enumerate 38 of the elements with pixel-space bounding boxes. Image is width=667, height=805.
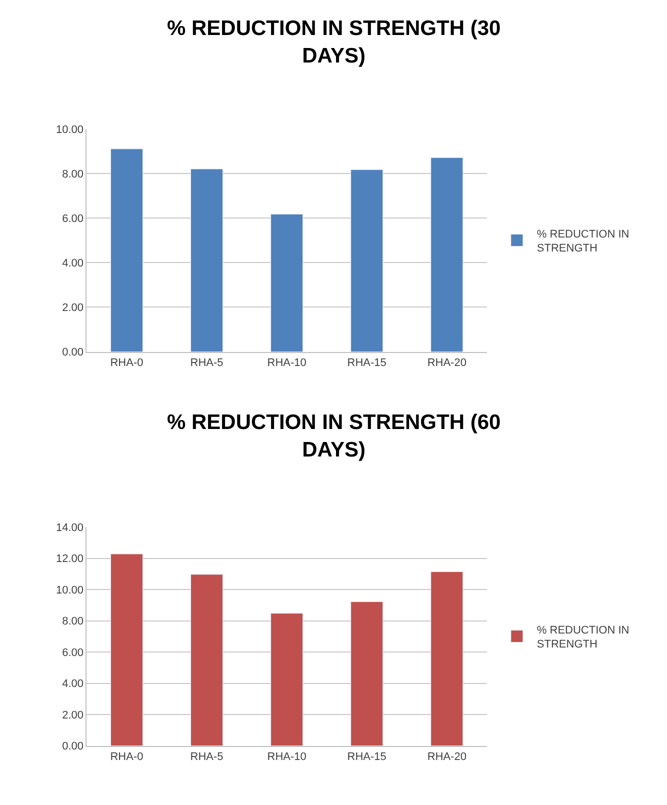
y-tick-label: 0.00 <box>62 740 84 753</box>
y-tick-label: 12.00 <box>56 553 84 566</box>
bar <box>110 148 143 352</box>
x-tick-label: RHA-20 <box>427 750 466 763</box>
y-tick-label: 8.00 <box>62 168 84 180</box>
legend-label: % REDUCTION IN STRENGTH <box>536 624 630 651</box>
bar <box>190 168 224 352</box>
y-tick-label: 6.00 <box>62 646 84 659</box>
x-tick-label: RHA-10 <box>267 750 306 763</box>
bar <box>270 214 304 352</box>
y-tick-label: 10.00 <box>56 124 84 136</box>
bar <box>350 169 384 352</box>
x-tick-label: RHA-5 <box>190 356 224 369</box>
bar <box>430 572 464 746</box>
y-tick-label: 8.00 <box>62 616 84 628</box>
x-tick-label: RHA-0 <box>110 750 144 763</box>
bar <box>350 602 384 746</box>
x-tick-label: RHA-0 <box>110 356 144 369</box>
chart-title: % REDUCTION IN STRENGTH (60 DAYS) <box>167 411 501 462</box>
y-tick-label: 14.00 <box>56 522 84 534</box>
x-tick-label: RHA-10 <box>267 356 306 369</box>
y-tick-label: 0.00 <box>62 346 84 359</box>
y-tick-label: 6.00 <box>62 213 84 226</box>
x-tick-label: RHA-15 <box>347 750 386 763</box>
x-tick-label: RHA-15 <box>347 356 386 369</box>
x-tick-label: RHA-5 <box>190 750 224 763</box>
y-tick-label: 2.00 <box>62 709 84 722</box>
bar <box>430 157 464 352</box>
chart-title: % REDUCTION IN STRENGTH (30 DAYS) <box>167 17 501 68</box>
y-tick-label: 4.00 <box>62 258 84 270</box>
bar <box>270 613 304 746</box>
y-tick-label: 2.00 <box>62 302 84 314</box>
y-tick-label: 4.00 <box>62 678 84 690</box>
bar <box>110 554 143 746</box>
y-tick-label: 10.00 <box>56 584 84 596</box>
x-tick-label: RHA-20 <box>427 356 466 369</box>
legend-label: % REDUCTION IN STRENGTH <box>536 228 630 255</box>
bar <box>190 574 224 746</box>
